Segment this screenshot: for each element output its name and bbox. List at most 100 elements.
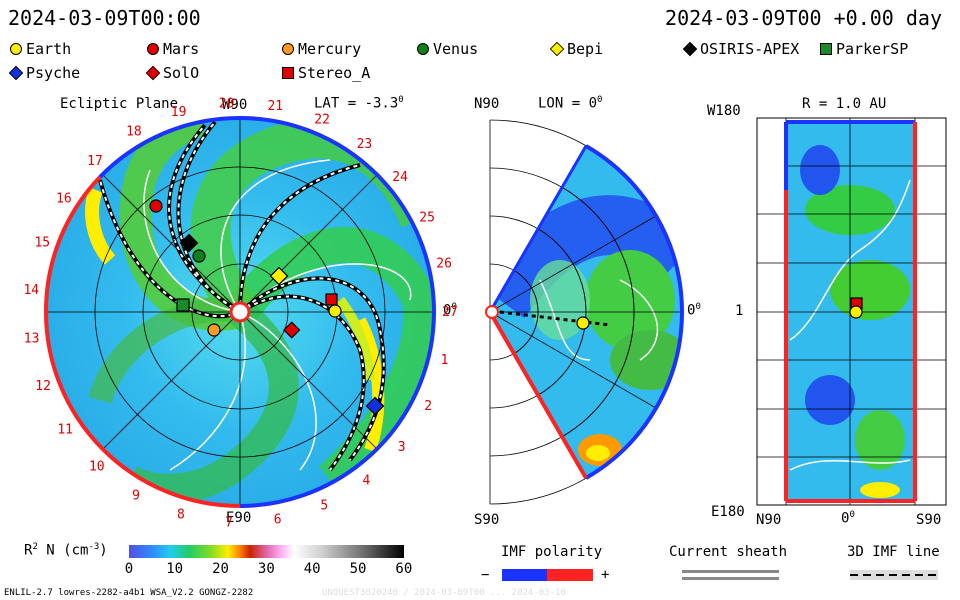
legend-item-parkersp: ParkerSP (820, 40, 908, 58)
legend-label: Mercury (298, 40, 362, 58)
legend-label: Stereo_A (298, 64, 371, 82)
colorbar-tick: 0 (124, 561, 134, 577)
carrington-label: 27 (442, 305, 458, 320)
carrington-label: 2 (424, 399, 432, 414)
meridional-panel (485, 119, 684, 505)
current-sheath-title: Current sheath (669, 544, 788, 560)
carrington-label: 10 (89, 460, 105, 475)
carrington-label: 16 (56, 192, 72, 207)
imf3d-swatch (850, 570, 938, 580)
earth-marker (328, 304, 342, 318)
carrington-label: 21 (267, 99, 283, 114)
colorbar (129, 545, 404, 558)
colorbar-tick: 10 (166, 561, 184, 577)
earth-radial-marker (849, 305, 863, 319)
date-left: 2024-03-09T00:00 (8, 6, 201, 30)
carrington-label: 20 (219, 96, 235, 111)
circle-marker-icon (282, 43, 294, 55)
legend-label: Mars (163, 40, 200, 58)
ecliptic-lat: LAT = -3.30 (314, 95, 404, 112)
legend-item-venus: Venus (417, 40, 478, 58)
radial-x-right: S90 (916, 512, 942, 528)
colorbar-label: R2 N (cm-3) (24, 542, 108, 559)
meridional-title: LON = 00 (538, 95, 603, 112)
legend-label: Psyche (26, 64, 81, 82)
carrington-label: 25 (419, 211, 435, 226)
carrington-label: 14 (23, 283, 39, 298)
date-right: 2024-03-09T00 +0.00 day (665, 6, 942, 30)
legend-item-mercury: Mercury (282, 40, 361, 58)
ecliptic-title: Ecliptic Plane (60, 96, 179, 112)
carrington-label: 13 (24, 332, 40, 347)
carrington-label: 9 (132, 489, 140, 504)
legend-item-bepi: Bepi (549, 40, 604, 58)
circle-marker-icon (417, 43, 429, 55)
carrington-label: 23 (357, 137, 373, 152)
psyche-marker (365, 396, 385, 416)
carrington-label: 1 (441, 353, 449, 368)
imf3d-title: 3D IMF line (847, 544, 940, 560)
imf-polarity-minus: − (481, 567, 490, 583)
circle-marker-icon (10, 43, 22, 55)
carrington-label: 4 (362, 474, 370, 489)
radial-top-label: W180 (707, 103, 741, 119)
legend-label: Bepi (567, 40, 604, 58)
meridional-bottom-label: S90 (474, 512, 500, 528)
radial-left-label: 1 (735, 303, 744, 319)
footer-right: UNQUEST3020240 / 2024-03-09T00 ... 2024-… (322, 588, 566, 598)
ecliptic-bottom-label: E90 (226, 510, 252, 526)
carrington-label: 12 (35, 379, 51, 394)
imf-polarity-title: IMF polarity (501, 544, 603, 560)
legend-item-mars: Mars (147, 40, 199, 58)
square-marker-icon (820, 43, 832, 55)
legend-item-stereo-a: Stereo_A (282, 64, 370, 82)
legend-label: ParkerSP (836, 40, 909, 58)
legend-label: SolO (163, 64, 200, 82)
carrington-label: 26 (436, 256, 452, 271)
venus-marker (192, 249, 206, 263)
legend-label: Venus (433, 40, 479, 58)
ecliptic-spiral-fill (46, 118, 434, 506)
legend-item-osiris-apex: OSIRIS-APEX (682, 40, 800, 58)
meridional-right-label: 00 (687, 302, 701, 319)
ecliptic-top-label: W90 (222, 97, 248, 113)
imf-polarity-plus: + (601, 567, 610, 583)
colorbar-tick: 60 (395, 561, 413, 577)
carrington-label: 8 (177, 508, 185, 523)
radial-bottom-label: E180 (711, 504, 745, 520)
carrington-label: 24 (392, 170, 408, 185)
ecliptic-right-label: 00 (443, 302, 457, 319)
meridional-top-label: N90 (474, 96, 500, 112)
colorbar-tick: 20 (212, 561, 229, 577)
carrington-label: 18 (126, 125, 142, 140)
solo-marker (283, 321, 301, 339)
radial-panel (756, 117, 947, 506)
carrington-label: 7 (225, 516, 233, 531)
legend-label: OSIRIS-APEX (700, 40, 800, 58)
legend-item-earth: Earth (10, 40, 71, 58)
legend-label: Earth (26, 40, 72, 58)
colorbar-tick: 40 (303, 561, 321, 577)
colorbar-tick: 30 (257, 561, 275, 577)
carrington-label: 15 (34, 235, 50, 250)
carrington-label: 5 (320, 498, 328, 513)
carrington-label: 17 (87, 154, 103, 169)
legend-item-psyche: Psyche (8, 64, 81, 82)
radial-title: R = 1.0 AU (802, 96, 887, 112)
current-sheath-swatch (682, 570, 779, 580)
stereo-a-marker (325, 293, 338, 306)
earth-meridional-marker (576, 316, 590, 330)
mars-marker (149, 199, 163, 213)
parkersp-marker (176, 298, 190, 312)
osiris-apex-marker (179, 233, 199, 253)
colorbar-tick: 50 (349, 561, 367, 577)
sun-marker (229, 301, 251, 323)
imf-polarity-swatch (502, 569, 593, 581)
square-marker-icon (282, 67, 294, 79)
radial-x-left: N90 (756, 512, 782, 528)
carrington-label: 3 (398, 440, 406, 455)
carrington-label: 6 (274, 513, 282, 528)
ecliptic-panel (43, 115, 436, 508)
